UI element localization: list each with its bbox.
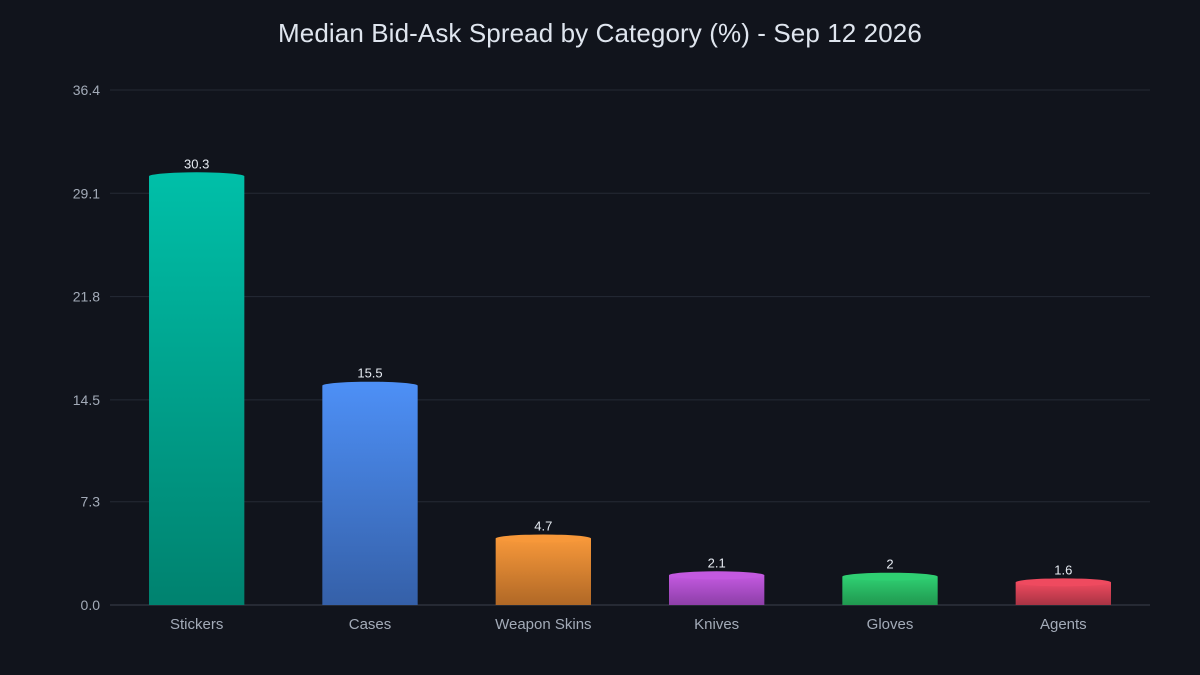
bar-agents[interactable] [1015,582,1111,605]
y-tick-label: 21.8 [73,289,100,305]
x-axis-categories: Stickers Cases Weapon Skins Knives Gloves Age… [170,616,1087,633]
gridlines [110,89,1150,606]
bars [149,172,1111,606]
x-category-label: Agents [1040,616,1087,633]
bar-top-cap [322,381,418,390]
chart-title: Median Bid-Ask Spread by Category (%) - … [278,18,922,48]
data-label: 1.6 [1054,562,1072,577]
x-category-label: Weapon Skins [495,616,591,633]
y-tick-label: 7.3 [81,494,101,510]
bar-top-cap [1015,578,1111,587]
bar-knives[interactable] [669,575,765,605]
data-label: 2.1 [708,555,726,570]
bar-stickers[interactable] [149,176,245,606]
bar-cases[interactable] [322,385,418,605]
x-category-label: Stickers [170,616,223,633]
data-label: 15.5 [357,366,382,381]
y-axis-ticks: 0.0 7.3 14.5 21.8 29.1 36.4 [73,82,100,613]
bar-top-cap [842,572,938,581]
data-label: 30.3 [184,156,209,171]
y-tick-label: 36.4 [73,82,100,98]
bar-weapon-skins[interactable] [495,538,591,605]
x-category-label: Gloves [867,616,914,633]
data-label: 4.7 [534,519,552,534]
bar-top-cap [495,534,591,543]
bar-gloves[interactable] [842,576,938,605]
bar-top-cap [149,172,245,181]
bar-top-cap [669,571,765,580]
x-category-label: Knives [694,616,739,633]
data-labels: 30.3 15.5 4.7 2.1 2 1.6 [184,156,1072,577]
x-category-label: Cases [349,616,392,633]
y-tick-label: 14.5 [73,392,100,408]
data-label: 2 [886,557,893,572]
y-tick-label: 0.0 [81,597,101,613]
y-tick-label: 29.1 [73,185,100,201]
